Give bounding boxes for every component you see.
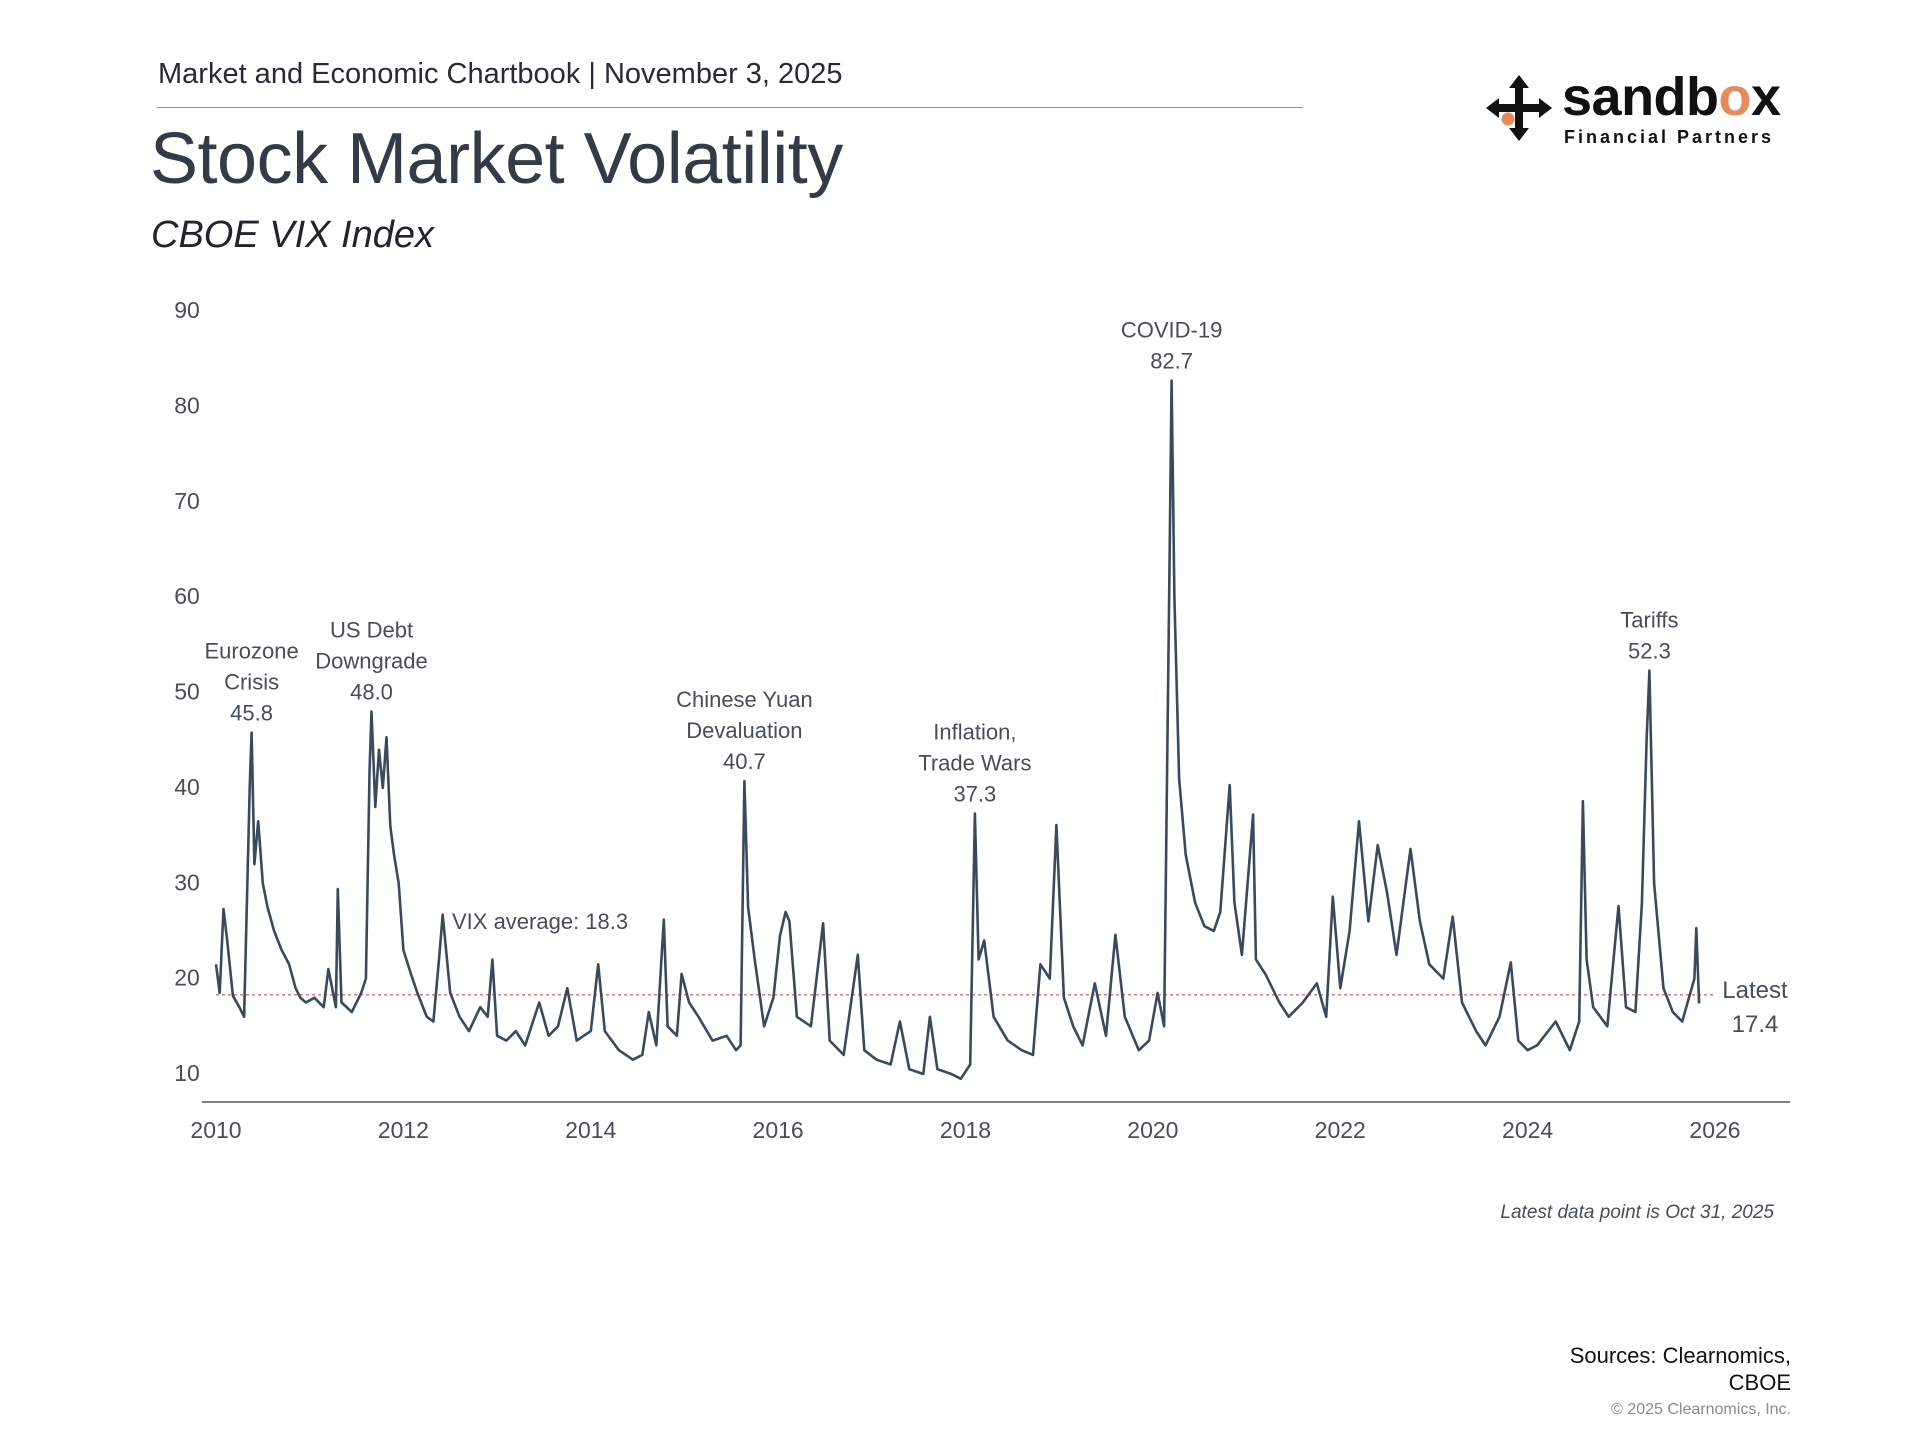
- peak-annotation-label: US Debt: [330, 618, 413, 643]
- peak-annotation-label: Chinese Yuan: [676, 687, 813, 712]
- peak-annotation-label: 37.3: [953, 782, 996, 807]
- y-tick-label: 40: [174, 774, 200, 800]
- y-tick-label: 70: [174, 488, 200, 514]
- page-title: Stock Market Volatility: [150, 119, 843, 199]
- y-tick-label: 20: [174, 965, 200, 991]
- latest-label: Latest: [1722, 977, 1788, 1004]
- header-divider: [157, 107, 1303, 108]
- logo-word-end: x: [1751, 67, 1781, 127]
- y-tick-label: 90: [174, 297, 200, 323]
- x-tick-label: 2024: [1502, 1117, 1553, 1143]
- logo-word-accent: o: [1718, 67, 1752, 127]
- vix-average-label: VIX average: 18.3: [452, 909, 628, 934]
- x-tick-label: 2012: [378, 1117, 429, 1143]
- peak-annotation-label: COVID-19: [1121, 318, 1222, 343]
- y-tick-label: 50: [174, 679, 200, 705]
- chart-subtitle: CBOE VIX Index: [151, 214, 435, 256]
- logo-word-main: sandb: [1562, 67, 1719, 127]
- x-tick-label: 2020: [1127, 1117, 1178, 1143]
- peak-annotation-label: 45.8: [230, 701, 273, 726]
- y-tick-label: 80: [174, 392, 200, 418]
- x-tick-label: 2014: [565, 1117, 616, 1143]
- peak-annotation-label: Downgrade: [315, 649, 428, 674]
- latest-data-footnote: Latest data point is Oct 31, 2025: [1500, 1202, 1774, 1223]
- sources-line-2: CBOE: [1728, 1370, 1791, 1395]
- peak-annotation-label: 52.3: [1628, 639, 1671, 664]
- four-arrows-icon: [1486, 75, 1552, 141]
- logo-tagline: Financial Partners: [1564, 127, 1775, 147]
- chartbook-header: Market and Economic Chartbook | November…: [158, 58, 843, 90]
- y-tick-label: 60: [174, 583, 200, 609]
- peak-annotation-label: Trade Wars: [918, 751, 1031, 776]
- y-tick-label: 30: [174, 869, 200, 895]
- peak-annotation-label: Devaluation: [686, 718, 802, 743]
- peak-annotation-label: Tariffs: [1620, 608, 1678, 633]
- x-tick-label: 2010: [190, 1117, 241, 1143]
- x-tick-label: 2018: [940, 1117, 991, 1143]
- peak-annotation-label: 82.7: [1150, 349, 1193, 374]
- copyright-note: © 2025 Clearnomics, Inc.: [1611, 1401, 1791, 1418]
- sources-note: Sources: Clearnomics, CBOE: [1570, 1342, 1791, 1396]
- peak-annotation-label: Inflation,: [933, 720, 1016, 745]
- peak-annotation-label: Crisis: [224, 670, 279, 695]
- x-tick-label: 2016: [753, 1117, 804, 1143]
- y-tick-label: 10: [174, 1060, 200, 1086]
- x-tick-label: 2026: [1689, 1117, 1740, 1143]
- sources-line-1: Sources: Clearnomics,: [1569, 1343, 1791, 1368]
- peak-annotation-label: 48.0: [350, 680, 393, 705]
- latest-value: 17.4: [1732, 1011, 1779, 1038]
- logo-wordmark: sandbox: [1562, 66, 1781, 128]
- peak-annotation-label: 40.7: [723, 749, 766, 774]
- vix-series-line: [214, 379, 1701, 1081]
- x-tick-label: 2022: [1315, 1117, 1366, 1143]
- peak-annotation-label: Eurozone: [205, 639, 299, 664]
- sandbox-logo: sandbox Financial Partners: [1486, 67, 1786, 160]
- logo-accent-dot: [1501, 112, 1515, 126]
